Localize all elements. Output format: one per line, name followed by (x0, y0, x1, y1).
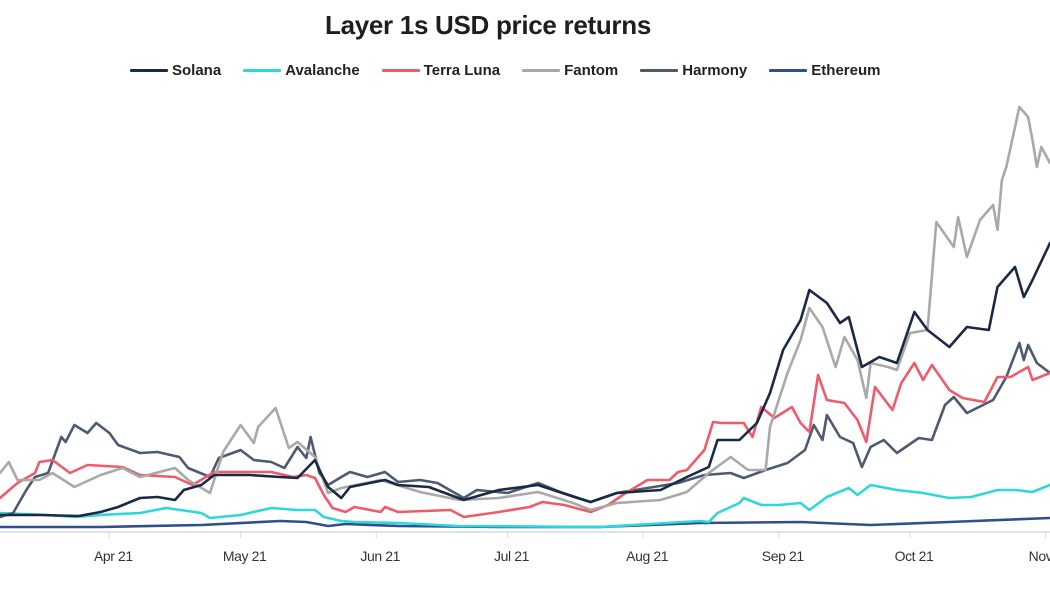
legend-label: Fantom (564, 62, 619, 79)
x-tick-label: Aug 21 (626, 548, 669, 564)
legend-swatch (130, 69, 168, 72)
legend-label: Avalanche (285, 62, 360, 79)
x-tick-label: Oct 21 (895, 548, 934, 564)
legend-label: Ethereum (811, 62, 881, 79)
series-line-avalanche (0, 483, 1050, 529)
legend-swatch (522, 69, 561, 72)
x-tick-label: May 21 (223, 548, 267, 564)
chart-title: Layer 1s USD price returns (324, 10, 651, 40)
x-tick-label: Jul 21 (494, 548, 530, 564)
legend-item-harmony: Harmony (640, 62, 747, 79)
series-line-harmony (0, 341, 1050, 519)
legend-swatch (640, 69, 679, 72)
series-line-terra-luna (0, 361, 1050, 519)
legend-item-ethereum: Ethereum (769, 62, 880, 79)
series-layer (0, 105, 1050, 529)
legend-swatch (243, 69, 282, 72)
legend-label: Solana (172, 62, 222, 79)
x-tick-label: Jun 21 (360, 548, 400, 564)
legend-item-avalanche: Avalanche (243, 62, 360, 79)
series-line-fantom (0, 105, 1050, 512)
series-line-solana (0, 241, 1050, 518)
legend-swatch (769, 69, 808, 72)
legend-swatch (381, 69, 420, 72)
series-line-ethereum (0, 516, 1050, 529)
x-tick-label: Apr 21 (94, 548, 133, 564)
legend-item-fantom: Fantom (522, 62, 618, 79)
legend-label: Terra Luna (423, 62, 501, 79)
x-tick-label: Nov 21 (1029, 548, 1050, 564)
x-tick-label: Sep 21 (762, 548, 805, 564)
legend-item-terra-luna: Terra Luna (381, 62, 501, 79)
legend-item-solana: Solana (130, 62, 221, 79)
legend: Solana Avalanche Terra Luna Fantom Harmony Et… (130, 62, 902, 79)
legend-label: Harmony (682, 62, 748, 79)
